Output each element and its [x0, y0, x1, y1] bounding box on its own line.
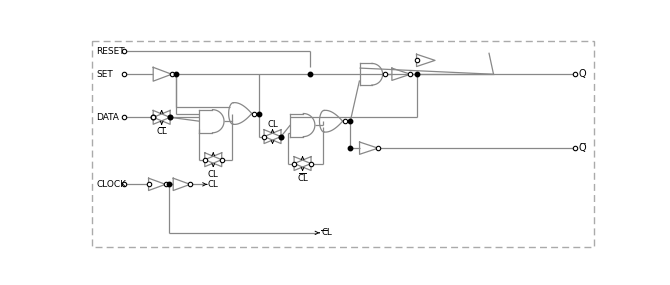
Text: CL: CL: [321, 228, 332, 237]
Text: CL: CL: [267, 120, 278, 129]
Text: DATA: DATA: [96, 113, 119, 122]
Text: CL: CL: [156, 127, 167, 136]
Text: CLOCK: CLOCK: [96, 180, 126, 189]
Text: RESET: RESET: [96, 47, 125, 56]
Text: Q: Q: [578, 69, 586, 79]
Text: CL: CL: [297, 174, 308, 183]
Text: CL: CL: [208, 170, 218, 179]
Text: Q̅: Q̅: [578, 143, 586, 153]
Text: SET: SET: [96, 70, 113, 79]
Text: CL: CL: [208, 180, 218, 189]
